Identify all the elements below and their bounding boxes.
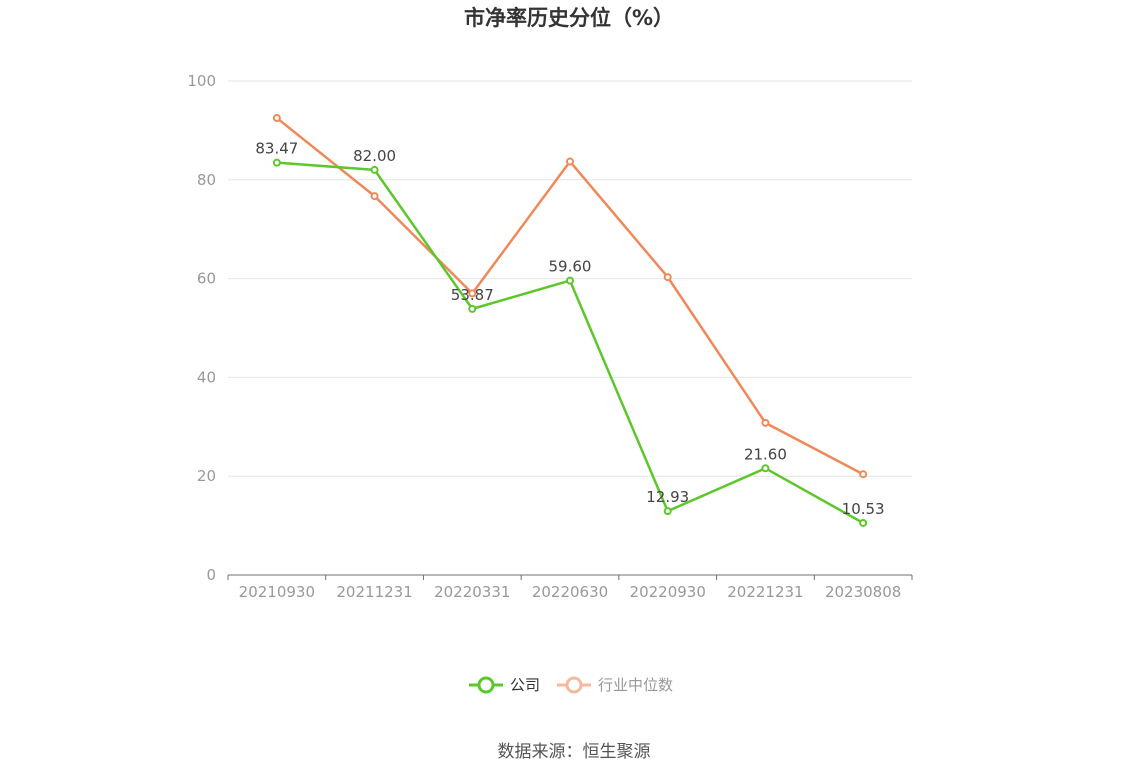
data-point-1[interactable]: [761, 418, 770, 427]
data-point-1[interactable]: [272, 114, 281, 123]
data-point-0[interactable]: [761, 464, 770, 473]
legend-industry-marker: [565, 676, 583, 694]
data-label: 10.53: [842, 500, 885, 518]
data-labels: 83.47 82.00 53.87 59.60 12.93 21.60 10.53: [255, 140, 884, 518]
y-axis-ticks: 0 20 40 60 80 100: [187, 72, 216, 584]
data-label: 59.60: [549, 258, 592, 276]
data-point-0[interactable]: [663, 507, 672, 516]
series-points: [272, 114, 868, 527]
y-tick-label: 100: [187, 72, 216, 90]
x-tick-label: 20220331: [434, 583, 510, 601]
y-tick-label: 0: [206, 566, 216, 584]
data-point-0[interactable]: [468, 304, 477, 313]
data-point-1[interactable]: [663, 273, 672, 282]
data-point-0[interactable]: [272, 158, 281, 167]
data-point-1[interactable]: [370, 192, 379, 201]
legend-item-company[interactable]: 公司: [469, 676, 540, 694]
data-point-1[interactable]: [859, 470, 868, 479]
source-note: 数据来源：恒生聚源: [498, 742, 651, 762]
data-point-1[interactable]: [566, 157, 574, 166]
legend-item-industry[interactable]: 行业中位数: [557, 676, 673, 694]
y-tick-label: 80: [197, 171, 216, 189]
x-tick-label: 20221231: [727, 583, 803, 601]
data-label: 53.87: [451, 286, 494, 304]
chart-title: 市净率历史分位（%）: [464, 6, 674, 30]
legend-company-marker: [477, 676, 495, 694]
data-point-0[interactable]: [859, 518, 868, 527]
series-line-0: [276, 161, 864, 525]
data-point-0[interactable]: [566, 276, 574, 285]
x-tick-label: 20220630: [532, 583, 608, 601]
data-point-1[interactable]: [468, 289, 477, 298]
x-tick-label: 20230808: [825, 583, 901, 601]
data-label: 83.47: [255, 140, 298, 158]
legend-industry-label: 行业中位数: [598, 676, 673, 694]
data-label: 21.60: [744, 445, 787, 463]
y-tick-label: 40: [197, 368, 216, 386]
x-tick-label: 20220930: [630, 583, 706, 601]
x-axis-ticks: 20210930 20211231 20220331 20220630 20220930…: [227, 575, 913, 601]
data-point-0[interactable]: [370, 165, 379, 174]
x-tick-label: 20211231: [336, 583, 412, 601]
x-tick-label: 20210930: [239, 583, 315, 601]
data-label: 12.93: [646, 488, 689, 506]
y-tick-label: 60: [197, 270, 216, 288]
series-line-1: [276, 117, 864, 476]
y-tick-label: 20: [197, 467, 216, 485]
legend-company-label: 公司: [510, 676, 540, 694]
data-label: 82.00: [353, 147, 396, 165]
legend[interactable]: 公司 行业中位数: [469, 676, 673, 694]
